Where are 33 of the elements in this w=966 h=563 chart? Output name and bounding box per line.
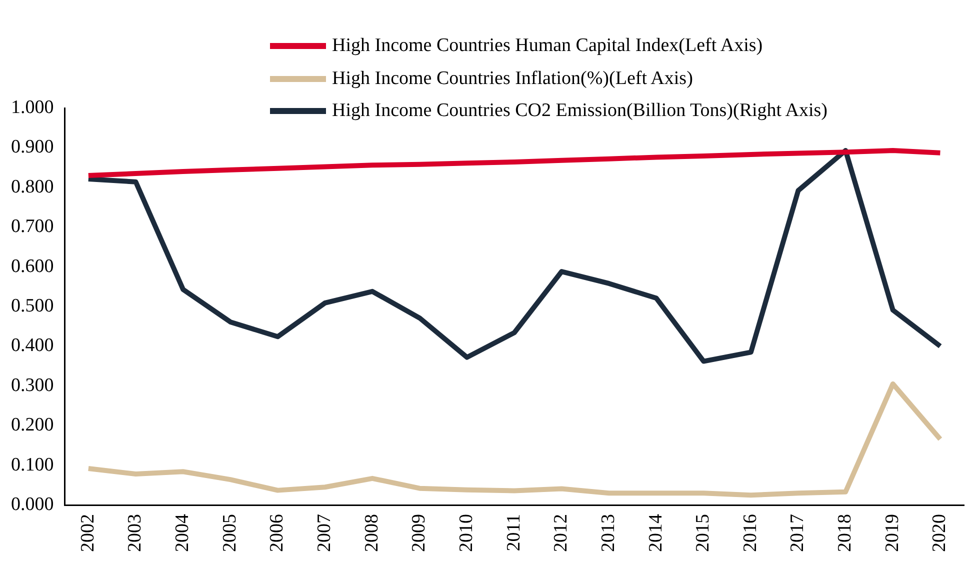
x-tick-label: 2017 <box>787 514 808 552</box>
x-tick-label: 2015 <box>692 514 714 552</box>
legend-label: High Income Countries Human Capital Index(Left Axis) <box>332 35 763 58</box>
x-tick-label: 2010 <box>456 514 477 552</box>
x-tick-label: 2020 <box>929 514 950 552</box>
y-tick-label: 0.700 <box>11 216 54 238</box>
y-tick-label: 0.500 <box>11 295 54 316</box>
x-tick-label: 2012 <box>550 514 572 552</box>
legend-label: High Income Countries Inflation(%)(Left Axis) <box>332 68 693 90</box>
x-tick-label: 2002 <box>77 514 98 552</box>
x-tick-label: 2014 <box>645 514 666 552</box>
y-tick-label: 0.600 <box>11 256 54 277</box>
x-tick-label: 2011 <box>503 514 524 552</box>
x-tick-label: 2016 <box>740 514 761 552</box>
legend-label: High Income Countries CO2 Emission(Billion Tons)(Right Axis) <box>332 100 828 122</box>
x-tick-label: 2007 <box>314 514 336 552</box>
x-tick-label: 2004 <box>172 514 194 552</box>
y-tick-label: 0.900 <box>11 136 54 158</box>
y-tick-label: 0.200 <box>11 414 54 436</box>
x-tick-label: 2003 <box>124 514 146 552</box>
x-tick-label: 2019 <box>882 514 903 552</box>
x-tick-label: 2013 <box>598 514 619 552</box>
x-tick-label: 2005 <box>219 514 240 552</box>
y-tick-label: 0.800 <box>11 176 54 198</box>
x-tick-label: 2009 <box>408 514 430 552</box>
y-tick-label: 0.100 <box>11 454 54 476</box>
y-tick-label: 0.000 <box>11 494 54 515</box>
x-tick-label: 2006 <box>266 514 288 552</box>
x-tick-label: 2008 <box>361 514 382 552</box>
y-tick-label: 1.000 <box>11 96 54 118</box>
y-tick-label: 0.300 <box>11 374 54 396</box>
x-tick-label: 2018 <box>834 514 856 552</box>
y-tick-label: 0.400 <box>11 335 54 356</box>
